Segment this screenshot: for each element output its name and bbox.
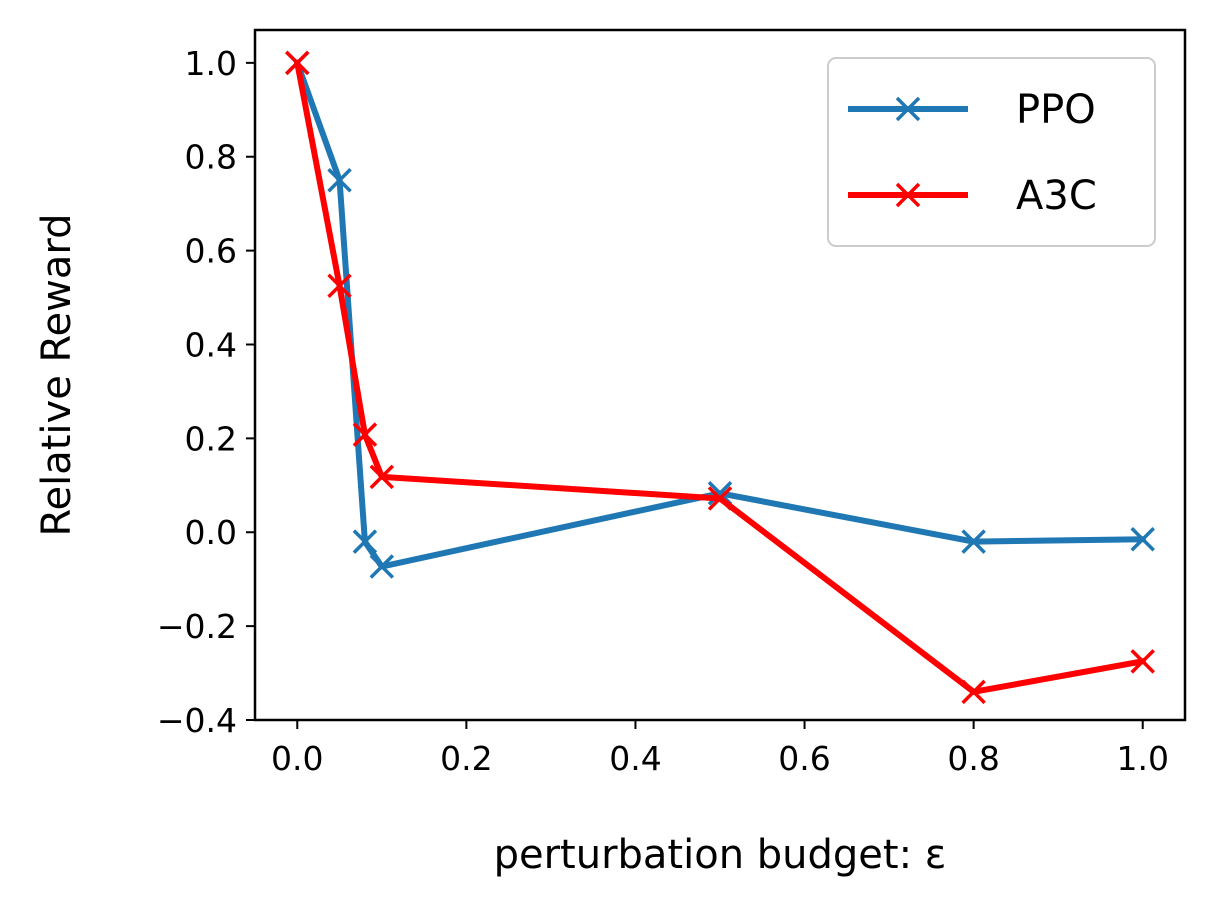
x-axis-label: perturbation budget: ε: [494, 832, 947, 878]
y-tick-label: 0.6: [185, 232, 237, 271]
y-axis-label: Relative Reward: [34, 214, 80, 537]
legend-marker: [895, 182, 921, 208]
data-point-ppo: [961, 529, 986, 554]
y-tick-label: 0.4: [185, 325, 237, 364]
legend-label: A3C: [1016, 173, 1097, 219]
data-point-a3c: [961, 679, 986, 705]
data-point-a3c: [369, 464, 395, 490]
data-point-a3c: [707, 486, 733, 511]
x-tick-label: 0.2: [440, 739, 492, 778]
x-tick-label: 0.0: [271, 739, 323, 778]
y-tick-label: 0.8: [185, 138, 237, 177]
legend-entry-a3c: A3C: [848, 173, 1097, 219]
series-a3c: [285, 50, 1155, 705]
data-point-a3c: [1130, 649, 1155, 674]
y-tick-label: 0.0: [185, 513, 237, 552]
legend-box: [827, 57, 1156, 247]
x-tick-label: 0.4: [609, 739, 661, 778]
y-tick-label: 0.2: [185, 419, 237, 458]
y-tick-label: −0.2: [157, 607, 237, 646]
data-point-ppo: [327, 167, 352, 193]
axes-frame: [253, 28, 1187, 722]
legend-marker: [895, 96, 921, 122]
x-tick-label: 0.6: [778, 739, 830, 778]
data-point-ppo: [1130, 527, 1155, 552]
y-tick-label: −0.4: [157, 701, 237, 740]
data-point-ppo: [352, 529, 378, 554]
x-tick-label: 0.8: [947, 739, 999, 778]
x-tick-label: 1.0: [1116, 739, 1168, 778]
legend-entry-ppo: PPO: [848, 87, 1096, 133]
y-tick-label: 1.0: [185, 44, 237, 83]
axes: 0.0 0.2 0.4 0.6 0.8 1.0 −0.4 −0.2 0.0 0.2 0.4 0.6 0.…: [34, 28, 1187, 878]
legend: PPO A3C: [827, 57, 1156, 247]
plot-area: [285, 50, 1155, 705]
data-point-ppo: [369, 554, 395, 579]
data-point-a3c: [327, 273, 352, 299]
data-point-a3c: [352, 422, 378, 447]
legend-label: PPO: [1016, 87, 1096, 133]
data-point-a3c: [285, 50, 310, 76]
